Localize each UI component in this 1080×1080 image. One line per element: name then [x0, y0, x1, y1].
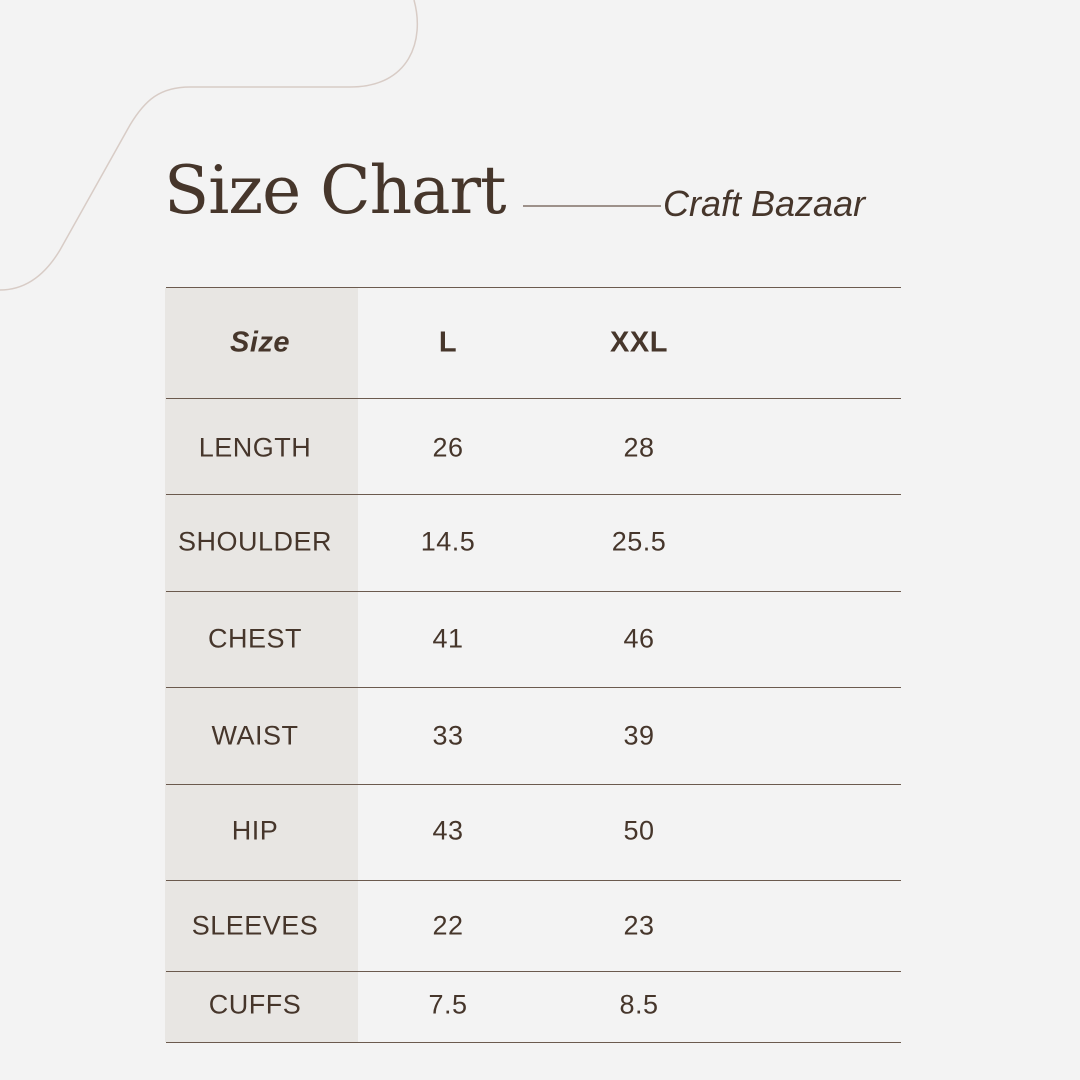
value-xxl: 23 [623, 910, 655, 941]
row-label: CUFFS [208, 989, 302, 1020]
table-divider [166, 591, 901, 592]
value-l: 41 [432, 623, 464, 654]
row-label: WAIST [211, 720, 299, 751]
value-xxl: 8.5 [619, 989, 659, 1020]
value-xxl: 25.5 [611, 526, 667, 557]
table-divider [166, 971, 901, 972]
value-l: 26 [432, 432, 464, 463]
table-divider [166, 687, 901, 688]
value-xxl: 28 [623, 432, 655, 463]
value-xxl: 46 [623, 623, 655, 654]
value-xxl: 50 [623, 815, 655, 846]
table-divider [166, 880, 901, 881]
column-header-size: Size [229, 326, 291, 359]
row-label: SHOULDER [177, 526, 333, 557]
value-l: 33 [432, 720, 464, 751]
column-header-l: L [438, 326, 458, 359]
column-header-xxl: XXL [610, 326, 668, 359]
table-divider [166, 784, 901, 785]
row-label: HIP [231, 815, 279, 846]
title-divider [523, 205, 661, 207]
page-title: Size Chart [164, 152, 507, 229]
table-divider [166, 287, 901, 288]
brand-name: Craft Bazaar [663, 183, 866, 224]
row-label: CHEST [207, 623, 303, 654]
value-l: 22 [432, 910, 464, 941]
row-label: LENGTH [198, 432, 312, 463]
value-xxl: 39 [623, 720, 655, 751]
label-column-background [165, 288, 358, 1042]
table-divider [166, 398, 901, 399]
value-l: 14.5 [420, 526, 476, 557]
value-l: 7.5 [428, 989, 468, 1020]
value-l: 43 [432, 815, 464, 846]
table-divider [166, 1042, 901, 1043]
decorative-curve [0, 0, 418, 291]
table-divider [166, 494, 901, 495]
row-label: SLEEVES [191, 910, 319, 941]
